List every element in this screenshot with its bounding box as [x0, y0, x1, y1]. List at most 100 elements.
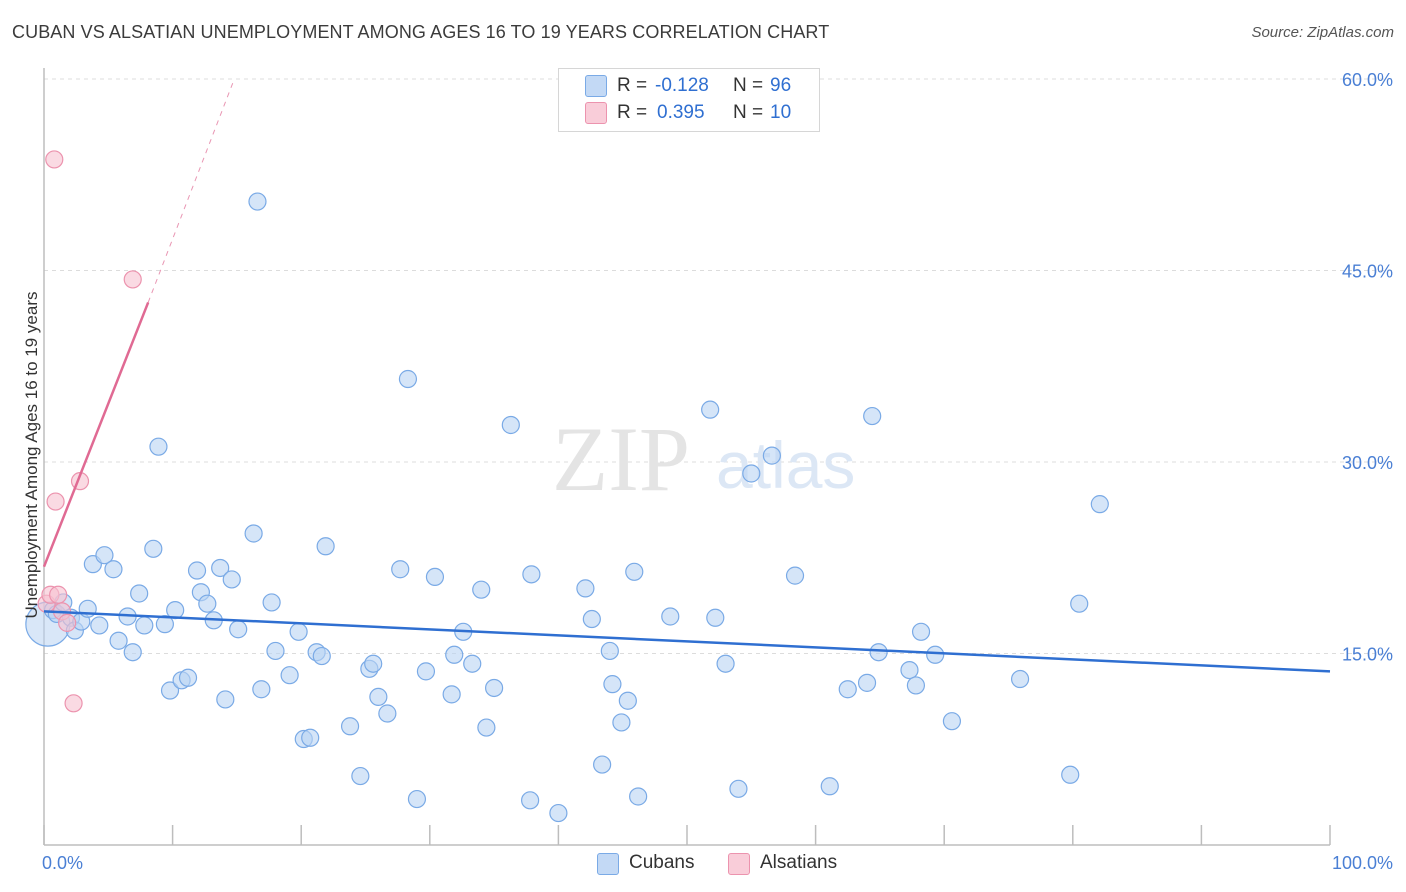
cuban-point	[109, 631, 128, 650]
cuban-point	[198, 594, 217, 613]
alsatian-point	[46, 492, 65, 511]
legend-r-label: R =	[617, 75, 648, 96]
trend-lines	[42, 78, 1331, 673]
x-tick-label-min: 0.0%	[42, 853, 83, 873]
alsatian-point	[123, 270, 142, 289]
cuban-point	[211, 558, 230, 578]
cuban-point	[252, 680, 271, 699]
cuban-point	[104, 560, 123, 579]
cuban-point	[316, 537, 335, 556]
alsatians-trend-extension	[147, 78, 235, 303]
cuban-point	[629, 787, 648, 806]
cuban-point	[1090, 495, 1109, 514]
cuban-point	[593, 755, 612, 774]
cuban-point	[1010, 669, 1030, 689]
cuban-point	[445, 645, 464, 664]
legend-n-value: 96	[770, 75, 792, 96]
y-tick-labels: 15.0% 30.0% 45.0% 60.0%	[1342, 70, 1393, 665]
cuban-point	[340, 717, 360, 736]
cuban-point	[289, 622, 308, 641]
cuban-point	[351, 766, 370, 786]
cuban-point	[857, 673, 877, 692]
y-tick-label: 15.0%	[1342, 645, 1393, 665]
cuban-point	[501, 415, 520, 435]
cuban-point	[187, 561, 207, 580]
cuban-point	[576, 579, 595, 598]
cuban-point	[785, 566, 805, 585]
cuban-point	[90, 616, 109, 635]
cuban-point	[301, 728, 320, 747]
cuban-point	[869, 643, 888, 662]
cuban-point	[603, 675, 622, 694]
cuban-point	[262, 593, 281, 612]
cuban-point	[618, 691, 637, 710]
legend-r-label: R =	[617, 102, 648, 123]
cuban-point	[463, 654, 482, 673]
cuban-point	[312, 646, 331, 666]
alsatian-point	[64, 694, 83, 713]
cuban-point	[123, 643, 142, 662]
y-axis-label: Unemployment Among Ages 16 to 19 years	[22, 291, 41, 619]
cuban-point	[742, 464, 761, 483]
cuban-point	[216, 690, 235, 709]
cuban-point	[416, 662, 436, 681]
cuban-point	[178, 668, 198, 687]
cuban-point	[248, 192, 267, 211]
cuban-point	[942, 712, 962, 731]
legend-swatch-blue	[585, 75, 607, 97]
cuban-point	[391, 560, 410, 579]
legend-n-label: N =	[733, 75, 764, 96]
cuban-point	[149, 437, 168, 456]
alsatian-point	[49, 585, 68, 604]
cuban-point	[625, 562, 644, 581]
cuban-point	[911, 622, 931, 641]
cuban-point	[364, 654, 383, 673]
alsatian-point	[58, 613, 77, 632]
x-tick-label-max: 100.0%	[1332, 853, 1393, 873]
watermark: ZIP atlas	[552, 408, 855, 510]
cuban-point	[729, 779, 748, 798]
cuban-point	[407, 789, 427, 809]
alsatian-point	[45, 150, 64, 169]
legend-swatch-cubans	[597, 853, 619, 875]
cuban-point	[144, 539, 163, 558]
cuban-point	[442, 685, 461, 704]
cuban-point	[95, 546, 114, 565]
legend-swatch-alsatians	[728, 853, 750, 875]
y-tick-label: 60.0%	[1342, 70, 1393, 90]
chart-title: CUBAN VS ALSATIAN UNEMPLOYMENT AMONG AGE…	[12, 22, 830, 42]
cuban-point	[1061, 765, 1080, 784]
cuban-point	[906, 676, 926, 695]
cuban-point	[398, 369, 418, 389]
cuban-point	[222, 570, 241, 589]
watermark-atlas: atlas	[716, 428, 855, 502]
legend-n-label: N =	[733, 102, 764, 123]
y-tick-label: 30.0%	[1342, 453, 1393, 473]
cuban-point	[155, 615, 174, 634]
cuban-point	[820, 777, 839, 796]
cuban-point	[369, 687, 388, 707]
cuban-point	[701, 400, 720, 419]
cuban-point	[521, 791, 540, 810]
cuban-point	[425, 567, 445, 587]
cuban-point	[266, 641, 285, 661]
cubans-trend-line	[43, 610, 1331, 673]
cuban-point	[900, 660, 919, 680]
cuban-point	[280, 666, 299, 685]
legend-r-value: -0.128	[655, 75, 709, 96]
x-ticks	[43, 825, 1331, 845]
cuban-point	[706, 608, 725, 627]
watermark-zip: ZIP	[552, 408, 690, 510]
cuban-point	[160, 681, 180, 700]
cuban-point	[135, 616, 154, 635]
cuban-point	[485, 678, 504, 698]
legend-n-value: 10	[770, 102, 792, 123]
cuban-point	[378, 704, 397, 723]
y-tick-label: 45.0%	[1342, 262, 1393, 282]
legend-label-cubans: Cubans	[629, 852, 695, 873]
cuban-point	[1070, 594, 1089, 613]
cuban-point	[130, 584, 149, 603]
alsatians-points	[37, 150, 142, 713]
cuban-point	[926, 645, 945, 664]
